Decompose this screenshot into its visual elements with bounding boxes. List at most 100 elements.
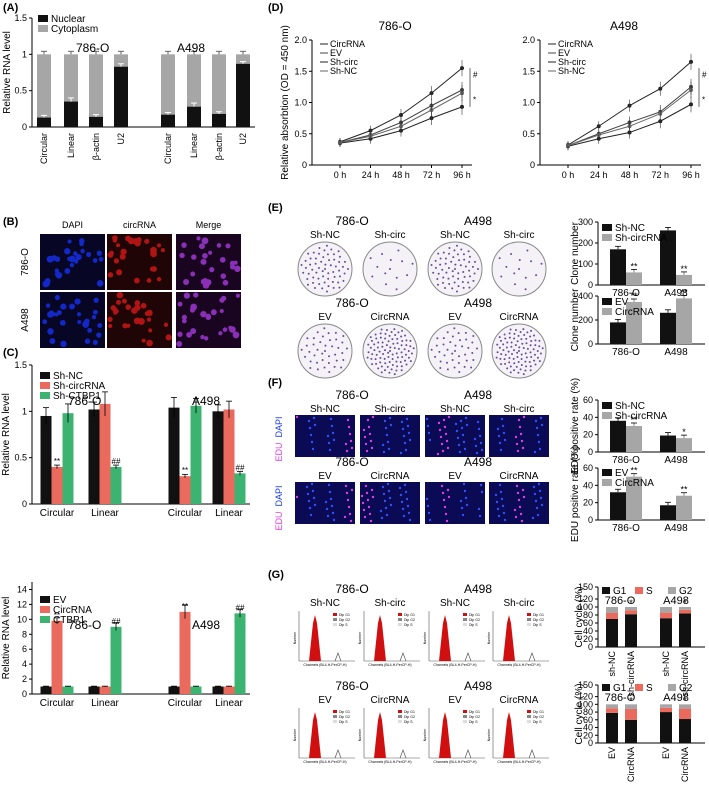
edu-cell-dot [514,515,518,519]
condition-label-g: EV [448,695,462,706]
cell-nucleus-dot [84,338,91,344]
colony-dot [541,347,544,350]
edu-cell-dot [440,484,444,488]
edu-cell-dot [445,439,449,443]
colony-dot [461,345,464,348]
significance-mark: * [629,695,633,705]
x-tick-label-c1: Linear [215,508,243,519]
edu-cell-dot [368,512,372,516]
flow-legend-label: Dip S [533,623,542,627]
flow-peak-g2 [528,652,536,662]
bar-nuclear [64,101,78,127]
colony-dot [369,336,372,339]
edu-cell-dot [383,499,387,503]
edu-cell-dot [327,483,331,487]
cell-nucleus-dot [221,295,227,301]
edu-cell-dot [403,483,407,487]
colony-dot [458,339,461,342]
flow-legend-label: Dip G1 [339,710,350,714]
cell-nucleus-dot [179,252,185,259]
cell-nucleus-dot [64,268,71,275]
colony-dot [538,339,541,342]
cell-nucleus-dot [73,251,78,256]
stacked-bar-s [625,708,637,720]
bar-circrna [99,686,111,694]
colony-dot [439,366,442,369]
condition-label-g: Sh-circ [503,598,534,609]
colony-dot [309,360,312,363]
edu-cell-dot [370,446,374,450]
colony-dot [526,331,529,334]
edu-cell-dot [398,486,402,490]
edu-cell-dot [382,492,386,496]
colony-dot [384,272,387,275]
edu-cell-dot [399,451,403,455]
cell-nucleus-dot [209,267,215,273]
colony-dot [304,266,307,269]
cell-nucleus-dot [219,308,224,314]
significance-mark: ## [236,603,245,612]
colony-dot [453,327,456,330]
colony-dot [538,360,541,363]
edu-cell-dot [517,418,521,422]
cell-nucleus-dot [45,280,51,286]
cell-nucleus-dot [220,273,227,279]
colony-dot [326,253,329,256]
colony-dot [522,328,525,331]
edu-cell-dot [496,427,500,431]
condition-label-e: Sh-circ [374,230,405,241]
y-tick-label-c1: 1 [22,406,27,416]
colony-dot [524,288,527,291]
colony-dot [509,371,512,374]
edu-cell-dot [386,482,390,486]
colony-dot [454,350,456,352]
flow-peak-g1 [374,712,386,758]
colony-dot [508,332,511,335]
edu-cell-dot [519,512,523,516]
edu-cell-dot [389,423,393,427]
x-tick-label-c1: Linear [91,508,119,519]
edu-cell-dot [427,431,431,435]
chart-title-d1: 786-O [378,19,411,33]
y-tick-label-g1: 100 [578,602,593,612]
cell-nucleus-dot [200,334,205,340]
cell-nucleus-dot [96,280,104,287]
colony-dot [401,355,404,358]
x-tick-label-g2: EV [607,747,617,759]
cell-nucleus-dot [67,256,72,262]
cell-nucleus-dot [149,266,155,272]
bar-ev [610,322,626,344]
group-label-a498: A498 [663,692,689,704]
condition-label-g: Sh-NC [440,598,470,609]
colony-dot [507,350,510,353]
colony-dot [504,362,507,365]
edu-side-label: EDU [274,511,284,530]
cell-nucleus-dot [47,310,55,318]
flow-legend-label: Dip G1 [533,613,544,617]
colony-dot [452,275,455,278]
edu-cell-dot [371,415,375,419]
colony-dot [366,356,369,359]
edu-cell-dot [349,519,353,523]
colony-dot [499,357,502,360]
edu-cell-dot [496,507,500,511]
colony-dot [315,361,318,364]
colony-dot [309,263,312,266]
cell-nucleus-dot [84,318,90,325]
cell-nucleus-dot [201,237,209,245]
edu-cell-dot [347,505,351,509]
colony-dot [472,358,475,361]
y-tick-label-e1: 300 [578,217,593,227]
stacked-bar-g1 [606,712,618,743]
condition-label-f: Sh-NC [310,404,340,415]
edu-cell-dot [445,519,449,523]
edu-cell-dot [458,450,462,454]
edu-cell-dot [518,505,522,509]
condition-label-f: EV [318,471,332,482]
flow-legend-label: Dip G1 [404,710,415,714]
stacked-bar-g2 [625,607,637,611]
cell-nucleus-dot [47,328,54,335]
edu-cell-dot [428,438,432,442]
colony-dot [464,265,467,268]
colony-dot [534,344,537,347]
